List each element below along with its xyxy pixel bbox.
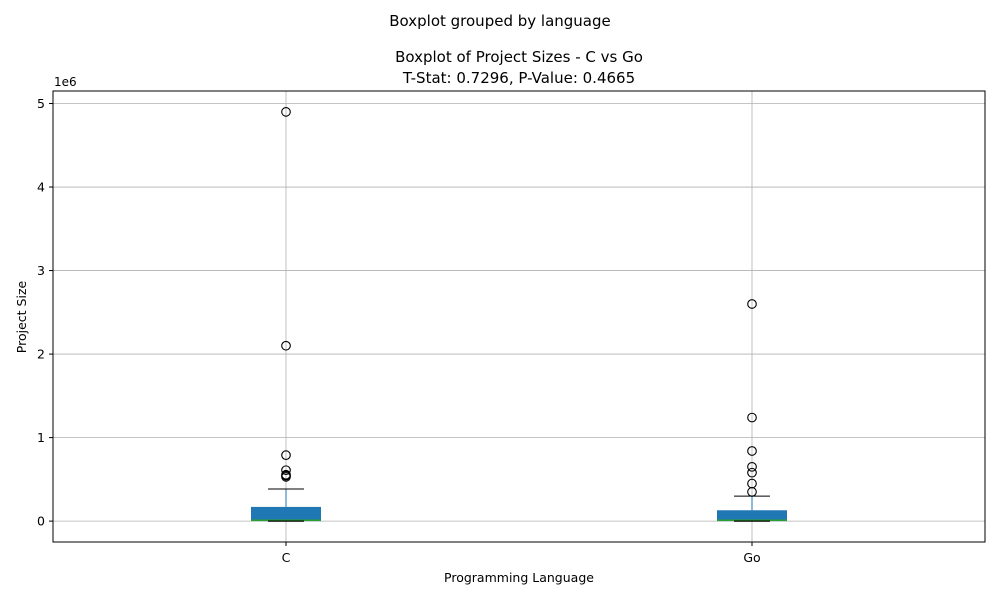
y-tick-label: 1 [37,430,45,445]
boxplots [251,107,787,522]
x-tick-label: Go [743,550,760,565]
chart-title-line-1: Boxplot of Project Sizes - C vs Go [395,48,643,66]
outlier-point-go [747,412,757,423]
outlier-point-go [747,299,757,309]
y-tick-label: 3 [37,263,45,278]
box-go [717,510,787,522]
y-tick-label: 5 [37,96,45,111]
x-tick-label: C [282,550,291,565]
outlier-point-go [747,467,757,478]
y-axis-label: Project Size [14,280,29,353]
outlier-point-c [281,469,291,480]
outlier-point-c [281,465,291,476]
outlier-point-go [747,461,757,472]
chart-title-line-2: T-Stat: 0.7296, P-Value: 0.4665 [402,69,635,87]
outlier-point-c [281,107,291,117]
grid-lines [53,91,985,542]
outlier-point-go [747,446,757,456]
box-c [251,506,321,522]
outlier-point-go [747,478,757,489]
y-axis-offset-label: 1e6 [54,75,77,89]
y-tick-label: 0 [37,514,45,529]
outlier-point-c [281,450,291,460]
plot-frame [52,90,986,543]
y-tick-label: 4 [37,180,45,195]
chart-suptitle: Boxplot grouped by language [389,12,610,30]
axes: 0 1 2 3 4 5 C Go [37,90,986,565]
y-tick-label: 2 [37,347,45,362]
x-axis-label: Programming Language [444,570,594,585]
outlier-point-c [281,340,291,351]
